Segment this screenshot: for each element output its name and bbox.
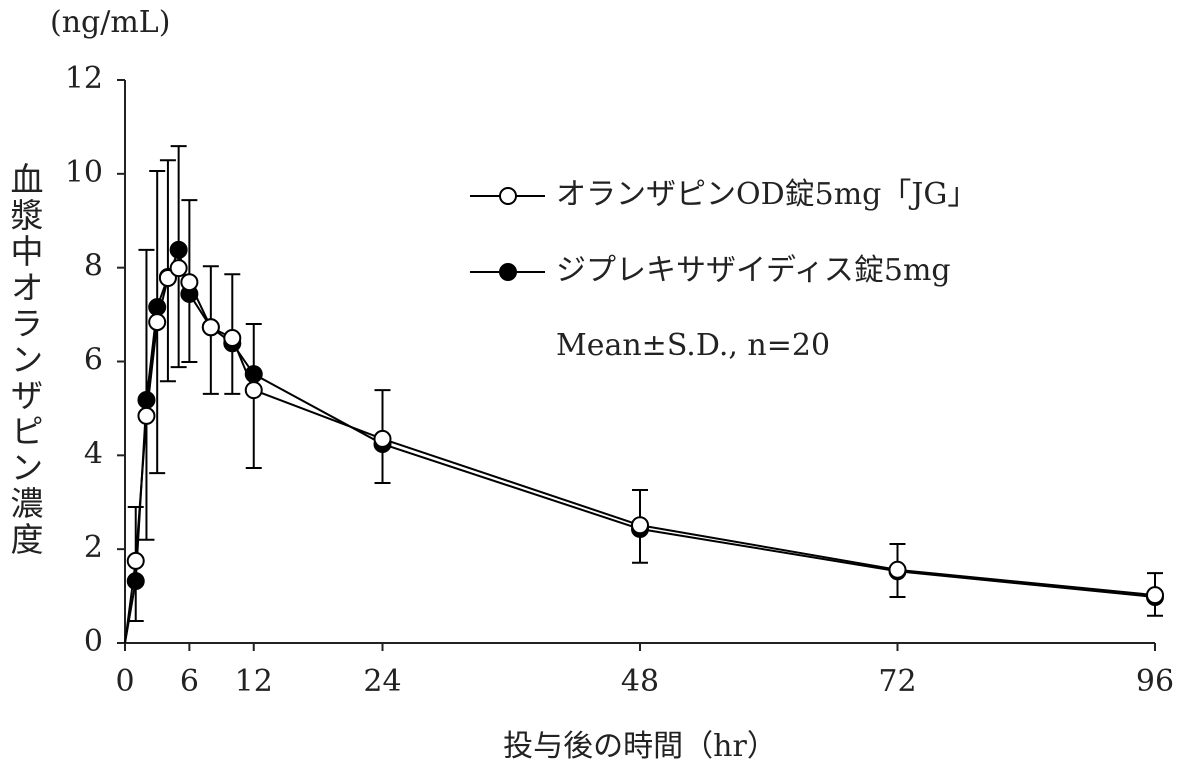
y-tick-label: 2 [84,530,103,565]
legend-marker [499,263,517,281]
error-bar [149,170,166,323]
marker [169,240,188,259]
y-unit: (ng/mL) [50,5,170,40]
y-tick-label: 6 [84,343,103,378]
x-tick-label: 0 [115,664,134,699]
y-tick-label: 10 [65,155,103,190]
error-bar [181,199,198,283]
x-tick-label: 24 [363,664,401,699]
marker [201,318,220,337]
legend-label: ジプレキサザイディス錠5mg [556,253,951,288]
x-axis-label: 投与後の時間（hr） [503,729,777,764]
annotation: Mean±S.D., n=20 [556,328,830,363]
error-bar [159,159,176,278]
y-tick-label: 0 [84,624,103,659]
marker [223,329,242,348]
marker [244,381,263,400]
marker [180,273,199,292]
marker [373,429,392,448]
marker [126,551,145,570]
x-tick-label: 6 [180,664,199,699]
marker [244,365,263,384]
error-bar [202,265,219,328]
error-bar [181,293,198,363]
legend-label: オランザピンOD錠5mg「JG」 [556,177,977,212]
error-bar [159,277,176,383]
marker [631,516,649,535]
x-tick-label: 48 [621,664,659,699]
error-bar [202,327,219,395]
marker [888,560,907,579]
x-tick-label: 72 [878,664,916,699]
marker [1146,586,1164,605]
x-tick-label: 12 [235,664,273,699]
y-tick-label: 4 [84,436,103,471]
marker [137,390,156,409]
y-tick-label: 12 [65,61,103,96]
y-tick-label: 8 [84,249,103,284]
error-bar [138,248,155,416]
marker [137,406,156,425]
series-line [124,266,1156,644]
marker [126,572,145,591]
x-tick-label: 96 [1136,664,1174,699]
series-line [124,246,1156,644]
marker [169,259,188,278]
error-bar [224,273,241,339]
marker [148,298,167,317]
legend-marker [499,187,517,205]
y-axis-label: 血漿中オランザピン濃度 [5,162,44,558]
marker [148,313,167,332]
error-bar [149,307,166,475]
